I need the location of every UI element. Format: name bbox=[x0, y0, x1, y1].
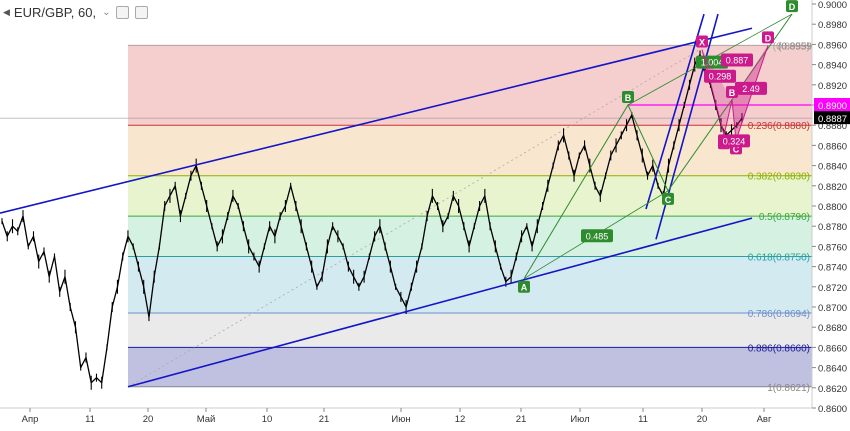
price-axis-bg bbox=[812, 0, 850, 426]
pink-pattern-point-label: B bbox=[729, 88, 736, 98]
price-axis-tick-label: 0.8780 bbox=[818, 222, 847, 233]
price-axis-tick-label: 0.8940 bbox=[818, 61, 847, 72]
price-axis-tick-label: 0.8660 bbox=[818, 343, 847, 354]
fib-level-label: 0.236(0.8880) bbox=[748, 121, 810, 132]
price-axis-tick-label: 0.8600 bbox=[818, 404, 847, 415]
green-pattern-point-badge bbox=[786, 0, 798, 13]
fib-level-label: 0.886(0.8660) bbox=[748, 343, 810, 354]
fib-band bbox=[128, 216, 812, 257]
green-pattern-point-label: D bbox=[789, 2, 796, 12]
pink-pattern-d-price-label: (0.8959) bbox=[778, 41, 815, 52]
price-axis-tick-label: 0.8760 bbox=[818, 242, 847, 253]
pink-pattern-ratio-badge bbox=[718, 134, 750, 148]
fib-band bbox=[128, 125, 812, 176]
price-series-line bbox=[1, 53, 743, 384]
time-axis-tick-label: 21 bbox=[516, 414, 527, 425]
pink-pattern-ratio-badge bbox=[735, 81, 767, 95]
price-axis-marker bbox=[814, 98, 850, 111]
price-axis-tick-label: 0.8980 bbox=[818, 20, 847, 31]
green-pattern-point-label: A bbox=[521, 283, 528, 293]
fib-level-label: (0.8959) bbox=[773, 41, 810, 52]
fib-band bbox=[128, 175, 812, 217]
time-axis-tick-label: Июн bbox=[391, 414, 410, 425]
green-pattern-point-badge bbox=[622, 91, 634, 103]
fib-band bbox=[128, 256, 812, 314]
pink-pattern-ratio-label: 0.324 bbox=[723, 136, 746, 146]
pink-pattern-ratio-badge bbox=[704, 69, 736, 83]
fib-band bbox=[128, 313, 812, 348]
time-axis-tick-label: 20 bbox=[143, 414, 154, 425]
time-axis-bg bbox=[0, 408, 812, 426]
price-axis-tick-label: 0.8620 bbox=[818, 384, 847, 395]
green-pattern-point-label: B bbox=[625, 93, 632, 103]
price-axis-marker-label: 0.8887 bbox=[818, 114, 847, 125]
fib-band bbox=[128, 347, 812, 387]
pink-pattern-point-badge bbox=[762, 31, 774, 44]
pink-pattern-point-label: X bbox=[699, 37, 705, 47]
pink-pattern-point-label: D bbox=[765, 33, 772, 43]
green-pattern-point-label: C bbox=[665, 195, 672, 205]
green-pattern-line bbox=[523, 13, 793, 279]
green-pattern-ratio-label: 0.485 bbox=[586, 231, 609, 241]
pink-pattern-ratio-badge bbox=[721, 53, 753, 67]
fib-level-label: 0.618(0.8750) bbox=[748, 253, 810, 264]
channel-upper-line bbox=[0, 27, 753, 214]
price-axis-tick-label: 0.8700 bbox=[818, 303, 847, 314]
symbol-title[interactable]: EUR/GBP, 60, bbox=[13, 4, 97, 20]
steep-channel-line-1 bbox=[645, 13, 705, 210]
pink-pattern-ratio-label: 0.298 bbox=[709, 72, 732, 82]
price-axis-tick-label: 0.8720 bbox=[818, 283, 847, 294]
price-axis-tick-label: 0.8960 bbox=[818, 40, 847, 51]
pink-pattern-point-badge bbox=[696, 35, 708, 48]
chart-header: ◀ EUR/GBP, 60, ⌄ bbox=[3, 4, 149, 20]
price-axis-tick-label: 0.8920 bbox=[818, 81, 847, 92]
green-pattern-ratio-badge bbox=[581, 229, 613, 243]
time-axis-tick-label: Май bbox=[197, 414, 216, 425]
time-axis-tick-label: 21 bbox=[319, 414, 330, 425]
pink-pattern-line bbox=[701, 45, 769, 141]
pink-pattern-point-label: C bbox=[733, 144, 740, 154]
price-axis-tick-label: 0.8840 bbox=[818, 162, 847, 173]
green-pattern-point-badge bbox=[662, 192, 674, 205]
green-pattern-ratio-label: 1.004 bbox=[701, 58, 724, 68]
green-pattern-point-badge bbox=[518, 280, 530, 293]
price-axis-marker-label: 0.8900 bbox=[818, 101, 847, 112]
channel-lower-line bbox=[127, 217, 753, 388]
pink-pattern-ratio-label: 0.887 bbox=[726, 56, 749, 66]
price-axis-tick-label: 0.8740 bbox=[818, 263, 847, 274]
time-axis-tick-label: Авг bbox=[757, 414, 772, 425]
time-axis-tick-label: 11 bbox=[638, 414, 648, 425]
price-axis-tick-label: 0.8640 bbox=[818, 364, 847, 375]
price-axis-tick-label: 0.8820 bbox=[818, 182, 847, 193]
price-axis-tick-label: 0.9000 bbox=[818, 0, 847, 11]
fib-level-label: 0.786(0.8694) bbox=[748, 309, 810, 320]
price-axis-marker bbox=[814, 111, 850, 125]
fib-level-label: 0.5(0.8790) bbox=[759, 212, 810, 223]
fib-level-label: 0.382(0.8830) bbox=[748, 172, 810, 183]
time-axis-tick-label: 10 bbox=[262, 414, 273, 425]
close-icon[interactable] bbox=[135, 5, 149, 19]
settings-icon[interactable] bbox=[116, 5, 130, 19]
price-axis-tick-label: 0.8880 bbox=[818, 121, 847, 132]
time-axis-tick-label: Апр bbox=[22, 414, 39, 425]
time-axis-tick-label: 20 bbox=[697, 414, 708, 425]
time-axis-tick-label: 12 bbox=[455, 414, 466, 425]
time-axis-tick-label: Июл bbox=[570, 414, 589, 425]
chevron-down-icon[interactable]: ⌄ bbox=[102, 6, 111, 18]
collapse-triangle-icon[interactable]: ◀ bbox=[3, 6, 10, 17]
price-axis-tick-label: 0.8860 bbox=[818, 141, 847, 152]
price-axis-tick-label: 0.8680 bbox=[818, 323, 847, 334]
pink-pattern-ratio-label: 2.49 bbox=[742, 84, 760, 94]
dotted-trend-line bbox=[127, 49, 701, 388]
time-axis-tick-label: 11 bbox=[85, 414, 95, 425]
price-axis-tick-label: 0.8800 bbox=[818, 202, 847, 213]
fib-level-label: 1(0.8621) bbox=[767, 383, 810, 394]
